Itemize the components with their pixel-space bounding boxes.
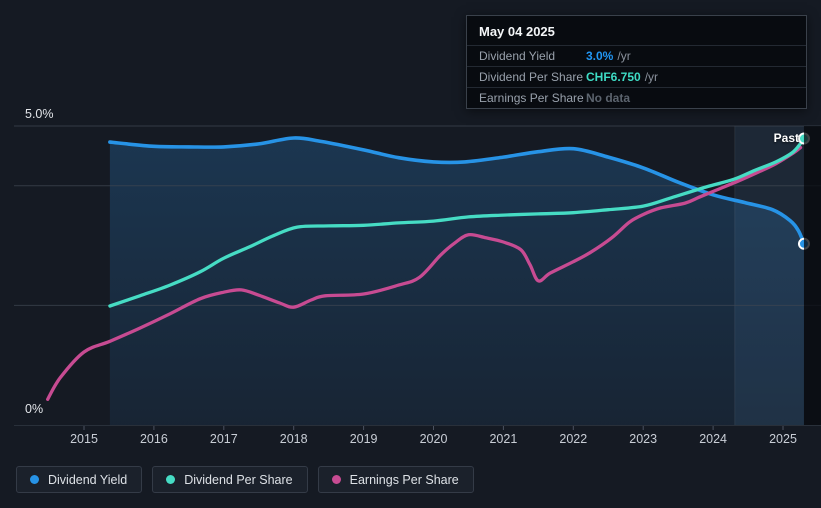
legend-item-label: Dividend Per Share (184, 472, 293, 487)
past-highlight-band (734, 126, 804, 425)
past-label: Past (773, 131, 799, 145)
legend-item-label: Dividend Yield (48, 472, 128, 487)
tooltip-value: No data (586, 91, 631, 105)
x-tick-label: 2025 (769, 432, 797, 446)
tooltip-date: May 04 2025 (479, 24, 555, 39)
future-strip (803, 126, 821, 425)
tooltip-row-dividend-per-share: Dividend Per Share CHF6.750/yr (467, 66, 806, 87)
series-line-dividend-yield (108, 136, 806, 246)
x-tick-label: 2018 (280, 432, 308, 446)
tooltip-value: CHF6.750/yr (586, 70, 659, 84)
y-axis-label-max: 5.0% (25, 107, 54, 121)
tooltip-row-earnings-per-share: Earnings Per Share No data (467, 87, 806, 108)
tooltip-label: Dividend Yield (479, 49, 556, 63)
x-tick-label: 2023 (629, 432, 657, 446)
legend-item-label: Earnings Per Share (349, 472, 459, 487)
yield-area-fill (109, 137, 804, 425)
x-tick-label: 2021 (489, 432, 517, 446)
series-line-earnings-per-share (46, 145, 803, 401)
earnings-per-share-dot-icon (331, 475, 341, 484)
x-tick-label: 2019 (350, 432, 378, 446)
series-line-dividend-per-share (108, 136, 806, 308)
tooltip-value: 3.0%/yr (586, 49, 631, 63)
x-tick-label: 2024 (699, 432, 727, 446)
legend-item-dividend-per-share[interactable]: Dividend Per Share (152, 466, 308, 493)
x-tick-label: 2016 (140, 432, 168, 446)
tooltip-label: Earnings Per Share (479, 91, 584, 105)
dividend-yield-dot-icon (30, 475, 39, 484)
dividend-per-share-dot-icon (166, 475, 176, 484)
legend-item-earnings-per-share[interactable]: Earnings Per Share (317, 466, 474, 493)
y-axis-label-zero: 0% (25, 402, 44, 416)
tooltip-label: Dividend Per Share (479, 70, 584, 84)
legend: Dividend Yield Dividend Per Share Earnin… (16, 466, 474, 493)
x-tick-label: 2020 (420, 432, 448, 446)
tooltip-row-dividend-yield: Dividend Yield 3.0%/yr (467, 45, 806, 66)
x-tick-label: 2015 (70, 432, 98, 446)
hover-tooltip: May 04 2025 Dividend Yield 3.0%/yr Divid… (466, 15, 807, 109)
x-tick-label: 2017 (210, 432, 238, 446)
x-tick-label: 2022 (559, 432, 587, 446)
legend-item-dividend-yield[interactable]: Dividend Yield (16, 466, 143, 493)
